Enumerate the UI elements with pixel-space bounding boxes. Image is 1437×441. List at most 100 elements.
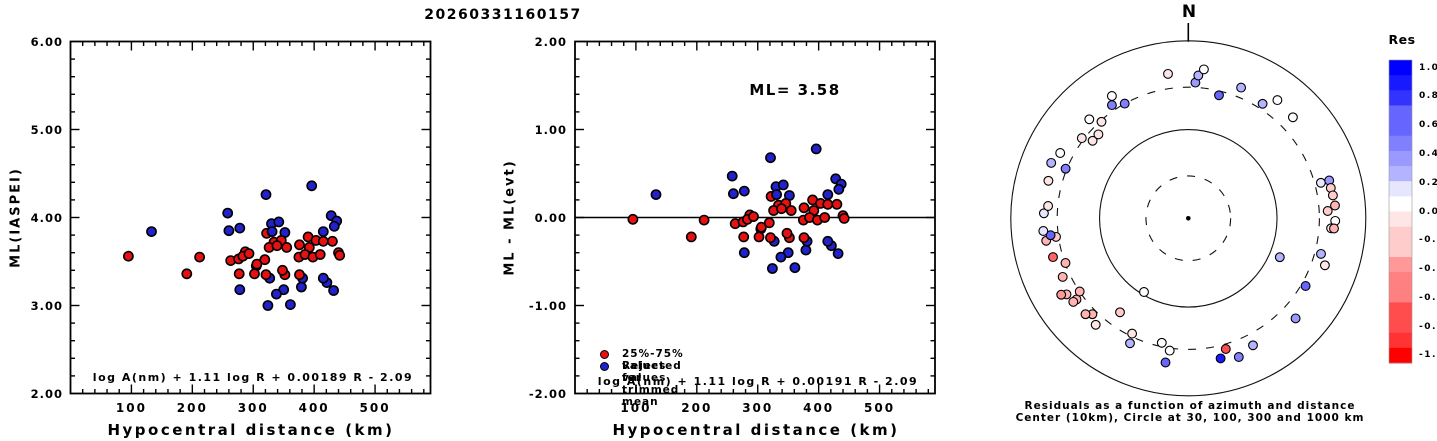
- residual-point: [1119, 98, 1130, 109]
- station-point-rejected: [777, 179, 789, 191]
- colorbar-block: [1389, 60, 1412, 76]
- station-point-kept: [698, 214, 710, 226]
- station-point-kept: [753, 231, 765, 243]
- station-point-kept: [776, 203, 787, 215]
- colorbar-tick-label: -0.6: [1419, 292, 1437, 303]
- colorbar-tick-label: -0.4: [1419, 264, 1437, 275]
- residual-point: [1090, 319, 1101, 330]
- colorbar-block: [1389, 211, 1412, 228]
- colorbar-block: [1389, 181, 1412, 197]
- plot-frame: [69, 40, 432, 395]
- station-point-kept: [271, 240, 283, 252]
- station-point-rejected: [317, 226, 329, 237]
- station-point-kept: [326, 235, 338, 247]
- residual-point: [1236, 82, 1247, 93]
- station-point-kept: [819, 212, 831, 223]
- station-point-rejected: [328, 285, 339, 296]
- station-point-rejected: [822, 189, 834, 200]
- station-point-kept: [294, 269, 305, 281]
- x-tick-label: 200: [681, 401, 713, 415]
- polar-ring-100km: [1099, 129, 1278, 308]
- residual-point: [1215, 353, 1226, 364]
- station-point-kept: [249, 268, 260, 280]
- colorbar-block: [1389, 302, 1412, 319]
- x-tick-label: 300: [237, 401, 269, 415]
- x-tick-label: 400: [803, 401, 835, 415]
- x-tick-label: 100: [620, 401, 652, 415]
- residual-point: [1060, 163, 1071, 174]
- station-point-rejected: [738, 185, 750, 197]
- legend-label-rejected: Rejected values: [622, 360, 682, 384]
- polar-ring-30km: [1145, 175, 1232, 262]
- station-point-rejected: [260, 189, 272, 200]
- residual-point: [1038, 226, 1049, 236]
- station-point-kept: [314, 249, 326, 260]
- residual-point: [1096, 116, 1107, 127]
- station-point-kept: [781, 227, 793, 239]
- colorbar-block: [1389, 196, 1412, 212]
- residual-point: [1046, 157, 1057, 168]
- polar-center-dot: [1186, 216, 1191, 221]
- figure-title: 20260331160157: [424, 7, 582, 23]
- polar-caption-line2: Center (10km), Circle at 30, 100, 300 an…: [1015, 412, 1365, 424]
- station-point-rejected: [273, 216, 285, 228]
- legend-label-trimmed: 25%-75% values for trimmed mean: [622, 348, 684, 408]
- station-point-rejected: [800, 244, 812, 256]
- colorbar-tick-label: 1.0: [1419, 62, 1437, 73]
- y-tick-label: 6.00: [30, 35, 63, 49]
- station-point-rejected: [726, 170, 738, 182]
- colorbar-tick-label: 0.8: [1419, 91, 1437, 102]
- station-point-rejected: [771, 189, 782, 200]
- residual-point: [1330, 200, 1340, 211]
- station-point-kept: [748, 211, 759, 222]
- residual-point: [1319, 260, 1330, 271]
- residual-point: [1257, 98, 1268, 109]
- residual-point: [1045, 230, 1056, 241]
- residual-point: [1074, 286, 1085, 297]
- residual-point: [1272, 95, 1283, 106]
- station-point-kept: [822, 198, 834, 210]
- residual-point: [1329, 223, 1339, 234]
- x-tick-label: 500: [359, 401, 391, 415]
- station-point-kept: [756, 221, 767, 233]
- residual-point: [1106, 91, 1117, 101]
- station-point-kept: [233, 268, 245, 280]
- station-point-rejected: [822, 235, 834, 247]
- residual-point: [1093, 129, 1104, 140]
- y-tick-label: -2.00: [528, 387, 567, 401]
- residual-point: [1300, 281, 1311, 291]
- y-tick-label: 3.00: [30, 299, 63, 313]
- colorbar-block: [1389, 256, 1412, 273]
- colorbar-tick-label: 0.0: [1419, 206, 1437, 217]
- station-point-rejected: [234, 222, 246, 234]
- residual-point: [1038, 208, 1049, 219]
- residual-point: [1160, 357, 1171, 368]
- station-point-rejected: [295, 281, 307, 293]
- residual-point: [1322, 206, 1333, 216]
- rejected-dot-icon: [600, 362, 609, 371]
- station-point-rejected: [650, 189, 662, 200]
- residual-point: [1125, 338, 1135, 349]
- polar-ring-300km: [1056, 86, 1320, 350]
- residual-point: [1198, 64, 1209, 75]
- station-point-rejected: [222, 207, 234, 219]
- colorbar-tick-label: -0.2: [1419, 235, 1437, 246]
- station-point-rejected: [789, 262, 801, 274]
- station-point-rejected: [728, 188, 739, 200]
- station-point-rejected: [738, 247, 750, 259]
- middle-ylabel: ML - ML(evt): [502, 159, 518, 276]
- colorbar-block: [1389, 332, 1412, 349]
- station-point-kept: [317, 235, 329, 247]
- station-point-rejected: [270, 288, 282, 300]
- station-point-rejected: [765, 152, 776, 164]
- residual-point: [1214, 90, 1224, 101]
- x-tick-label: 500: [864, 401, 896, 415]
- y-tick-label: -1.00: [528, 299, 567, 313]
- residual-point: [1057, 271, 1068, 282]
- polar-caption-line1: Residuals as a function of azimuth and d…: [1024, 400, 1356, 412]
- residual-point: [1290, 313, 1301, 324]
- station-point-rejected: [328, 220, 340, 232]
- station-point-kept: [763, 217, 775, 229]
- residual-point: [1164, 345, 1175, 356]
